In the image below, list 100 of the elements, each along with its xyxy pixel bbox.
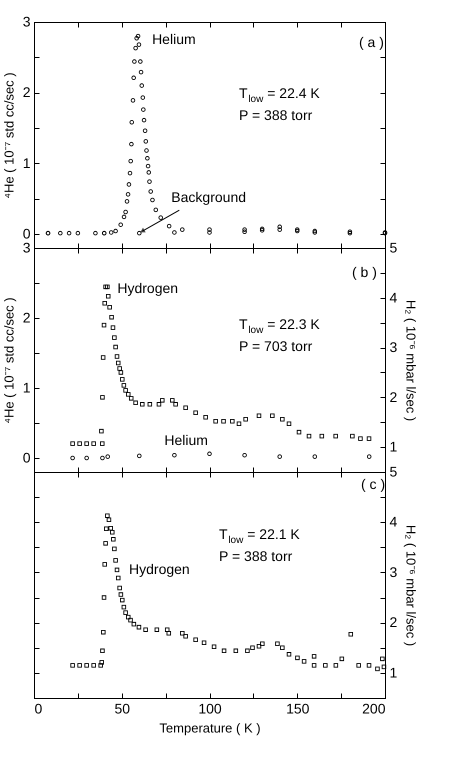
point xyxy=(132,59,137,64)
point xyxy=(296,430,302,434)
series-label: Hydrogen xyxy=(129,560,190,577)
point xyxy=(173,402,178,407)
point xyxy=(110,325,116,330)
point xyxy=(91,441,96,446)
point xyxy=(203,414,208,420)
x-tick-label: 0 xyxy=(34,700,42,716)
point xyxy=(103,284,108,290)
y2-tick-label: 1 xyxy=(390,438,398,455)
point xyxy=(138,70,144,74)
point xyxy=(118,222,123,227)
point xyxy=(146,170,152,175)
annotation: P = 703 torr xyxy=(239,338,313,354)
point xyxy=(172,230,177,235)
point xyxy=(58,230,63,236)
y2-axis-title: H₂ ( 10⁻⁶ mbar l/sec ) xyxy=(403,524,418,646)
point xyxy=(133,46,138,50)
point xyxy=(333,434,338,438)
point xyxy=(140,83,144,88)
point xyxy=(170,398,175,403)
point xyxy=(66,230,72,236)
y-tick-label: 3 xyxy=(22,14,31,30)
point xyxy=(242,230,247,234)
point xyxy=(138,59,143,64)
y-tick-label: 0 xyxy=(22,225,31,242)
point xyxy=(120,377,125,382)
point xyxy=(100,395,105,400)
point xyxy=(358,436,363,441)
point xyxy=(160,398,165,403)
y2-tick-label: 5 xyxy=(390,464,398,480)
point xyxy=(123,388,128,393)
y-tick-label: 2 xyxy=(22,84,31,100)
series-label: Helium xyxy=(164,432,208,448)
annotation: ( c ) xyxy=(361,476,386,492)
point xyxy=(136,42,142,47)
point xyxy=(183,406,188,410)
point xyxy=(76,230,80,236)
point xyxy=(221,418,226,424)
x-axis-title: Temperature ( K ) xyxy=(159,720,261,736)
point xyxy=(193,410,198,416)
point xyxy=(140,402,145,407)
point xyxy=(280,416,285,422)
point xyxy=(128,158,133,164)
point xyxy=(158,215,163,220)
point xyxy=(130,98,136,103)
point xyxy=(130,120,134,125)
point xyxy=(133,400,138,406)
point xyxy=(154,208,158,212)
point xyxy=(126,192,130,197)
point xyxy=(213,418,218,424)
y2-tick-label: 3 xyxy=(390,339,398,356)
y-tick-label: 3 xyxy=(22,240,31,256)
y2-tick-label: 4 xyxy=(390,514,398,530)
annotation: ( b ) xyxy=(352,264,377,280)
point xyxy=(256,414,262,418)
point xyxy=(118,370,124,375)
point xyxy=(112,335,117,340)
annotation: ( a ) xyxy=(359,34,384,50)
y2-axis-title: H₂ ( 10⁻⁶ mbar l/sec ) xyxy=(403,300,418,422)
y-axis-title: ⁴He ( 10⁻⁷ std cc/sec ) xyxy=(2,72,17,199)
point xyxy=(147,179,152,184)
point xyxy=(150,198,155,202)
point xyxy=(320,434,324,438)
point xyxy=(148,189,153,194)
point xyxy=(109,314,114,320)
point xyxy=(102,322,106,328)
y2-tick-label: 3 xyxy=(390,564,398,580)
point xyxy=(144,148,149,153)
point xyxy=(131,76,136,80)
point xyxy=(306,434,312,438)
point xyxy=(70,441,75,446)
point xyxy=(350,434,355,438)
point xyxy=(142,128,148,134)
point xyxy=(156,402,162,407)
point xyxy=(105,284,110,290)
point xyxy=(128,396,134,401)
annotation: P = 388 torr xyxy=(239,107,313,123)
point xyxy=(134,36,139,40)
point xyxy=(277,224,282,230)
point xyxy=(128,170,132,176)
point xyxy=(77,441,82,446)
point xyxy=(136,34,140,38)
point xyxy=(243,416,248,422)
y-tick-label: 2 xyxy=(22,310,31,326)
point xyxy=(145,156,150,161)
point xyxy=(236,421,242,426)
point xyxy=(108,230,114,235)
series-label: Hydrogen xyxy=(117,280,178,296)
x-tick-label: 50 xyxy=(114,700,130,716)
point xyxy=(107,304,112,310)
point xyxy=(141,107,146,112)
point xyxy=(102,301,107,306)
point xyxy=(129,142,134,146)
point xyxy=(122,214,126,220)
point xyxy=(207,227,212,232)
point xyxy=(100,441,105,446)
point xyxy=(117,366,122,371)
point xyxy=(142,118,146,122)
point xyxy=(180,227,185,232)
